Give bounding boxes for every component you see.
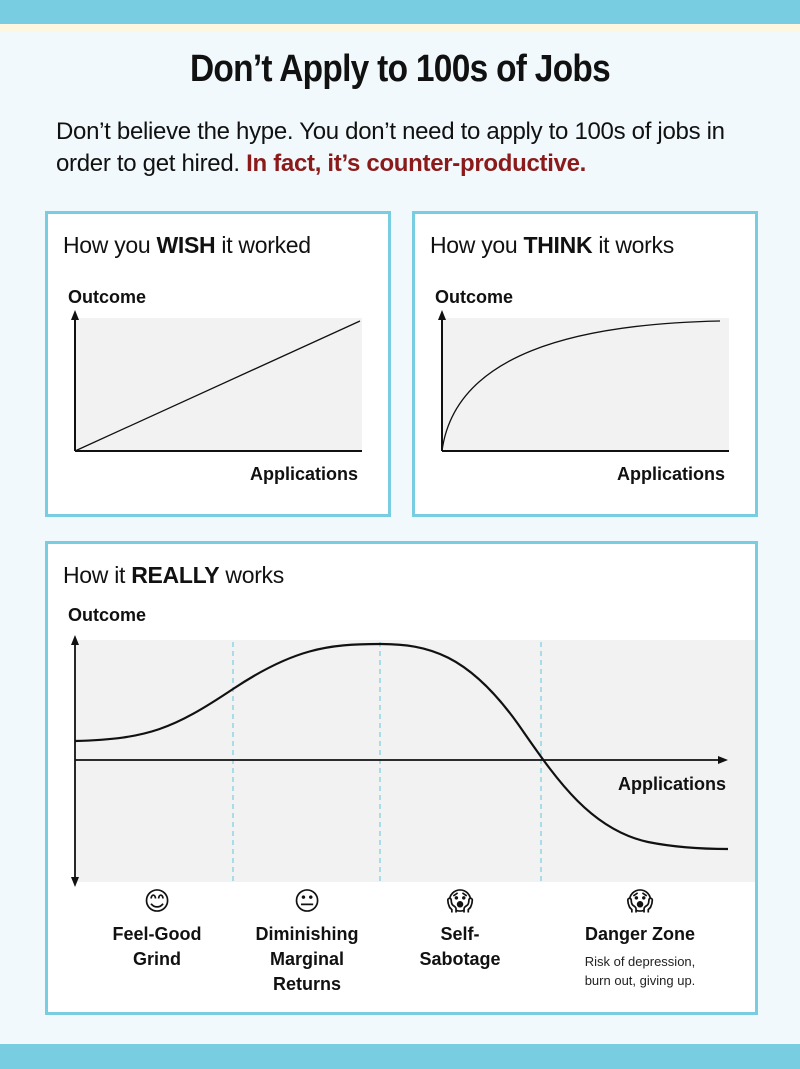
think-y-axis-arrow	[438, 310, 446, 320]
really-xlabel: Applications	[618, 774, 726, 794]
panel-think-title-pre: How you	[430, 232, 524, 258]
panel-wish: How you WISH it worked Outcome Applicati…	[45, 211, 391, 517]
panel-wish-title-bold: WISH	[156, 232, 216, 258]
stage-3-line-2: Sabotage	[419, 949, 501, 969]
panel-think-title-bold: THINK	[523, 232, 593, 258]
intro-body: Don’t believe the hype. You don’t need t…	[56, 118, 725, 177]
think-chart: Outcome Applications	[435, 287, 729, 484]
really-y-axis-arrow-down	[71, 877, 79, 887]
think-ylabel: Outcome	[435, 287, 513, 307]
danger-sub-line-2: burn out, giving up.	[584, 973, 696, 988]
really-curve	[74, 642, 729, 851]
stage-2-line-1: Diminishing	[255, 924, 359, 944]
think-plot-area	[442, 318, 729, 451]
stage-diminishing-marginal-returns: Diminishing Marginal Returns	[232, 922, 382, 997]
really-chart: Outcome Applications	[68, 605, 755, 887]
bottom-band	[0, 1044, 800, 1069]
panel-really-title-bold: REALLY	[131, 562, 220, 588]
panel-wish-title: How you WISH it worked	[63, 232, 311, 259]
stage-1-line-2: Grind	[133, 949, 181, 969]
panel-wish-title-post: it worked	[215, 232, 311, 258]
stage-danger-zone-subtext: Risk of depression, burn out, giving up.	[555, 952, 725, 990]
wish-chart: Outcome Applications	[68, 287, 362, 484]
top-band	[0, 0, 800, 24]
wish-y-axis-arrow	[71, 310, 79, 320]
panel-really-title-pre: How it	[63, 562, 132, 588]
panel-really: How it REALLY works Outcome Applications…	[45, 541, 758, 1015]
think-xlabel: Applications	[617, 464, 725, 484]
page-title: Don’t Apply to 100s of Jobs	[189, 48, 611, 90]
really-plot-area	[75, 640, 755, 882]
stage-1-line-1: Feel-Good	[112, 924, 202, 944]
intro-highlight: In fact, it’s counter-productive.	[246, 150, 587, 177]
panel-think: How you THINK it works Outcome Applicati…	[412, 211, 758, 517]
top-band-stripe	[0, 24, 800, 32]
panel-really-title: How it REALLY works	[63, 562, 284, 589]
stage-feel-good-grind: Feel-Good Grind	[82, 922, 232, 972]
panel-think-title: How you THINK it works	[430, 232, 674, 259]
smiling-face-icon: 😊	[143, 886, 171, 916]
wish-xlabel: Applications	[250, 464, 358, 484]
really-ylabel: Outcome	[68, 605, 146, 625]
wish-ylabel: Outcome	[68, 287, 146, 307]
really-x-axis-arrow	[718, 756, 728, 764]
stage-2-line-2: Marginal	[269, 949, 344, 969]
panel-think-title-post: it works	[592, 232, 674, 258]
stage-2-line-3: Returns	[272, 974, 341, 994]
think-curve	[441, 320, 721, 452]
wish-line	[74, 320, 361, 452]
screaming-face-icon: 😱	[626, 886, 654, 916]
stage-self-sabotage: Self- Sabotage	[385, 922, 535, 972]
screaming-face-icon: 😱	[446, 886, 474, 916]
panel-really-title-post: works	[219, 562, 284, 588]
stage-3-line-1: Self-	[440, 924, 480, 944]
neutral-face-icon: 😐	[293, 886, 321, 916]
danger-sub-line-1: Risk of depression,	[584, 954, 696, 969]
panel-wish-title-pre: How you	[63, 232, 157, 258]
stage-danger-zone: Danger Zone	[584, 924, 695, 944]
really-y-axis-arrow-up	[71, 635, 79, 645]
intro-text: Don’t believe the hype. You don’t need t…	[56, 116, 776, 180]
